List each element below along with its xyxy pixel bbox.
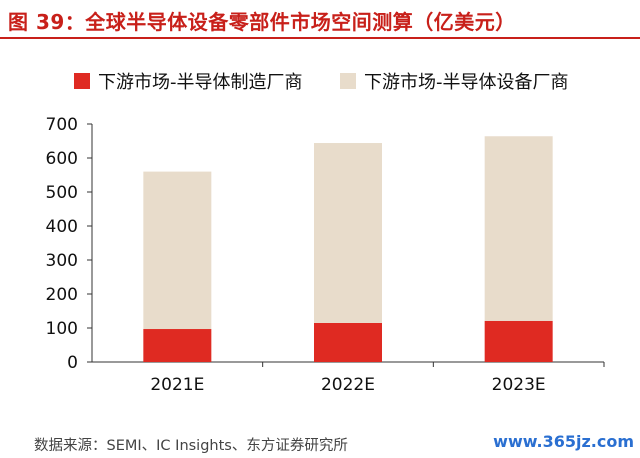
chart-legend: 下游市场-半导体制造厂商 下游市场-半导体设备厂商 xyxy=(0,66,640,96)
legend-item-equipment: 下游市场-半导体设备厂商 xyxy=(340,66,569,96)
stacked-bar-chart: 0 100 200 300 400 500 600 700 2021E 2022E 2023E xyxy=(46,115,605,395)
y-tick-label: 200 xyxy=(46,285,78,305)
legend-swatch-manufacturers xyxy=(74,73,90,89)
bar-segment xyxy=(143,171,212,330)
legend-label-equipment: 下游市场-半导体设备厂商 xyxy=(364,72,569,93)
y-tick-label: 500 xyxy=(46,183,78,203)
source-note: 数据来源：SEMI、IC Insights、东方证券研究所 xyxy=(34,438,348,454)
y-tick-label: 100 xyxy=(46,319,78,339)
legend-item-manufacturers: 下游市场-半导体制造厂商 xyxy=(74,66,303,96)
figure-title: 图 39：全球半导体设备零部件市场空间测算（亿美元） xyxy=(8,10,516,34)
legend-swatch-equipment xyxy=(340,73,356,89)
site-watermark: www.365jz.com xyxy=(493,432,634,451)
bar-segment xyxy=(143,329,212,362)
y-tick-label: 0 xyxy=(67,353,78,373)
legend-label-manufacturers: 下游市场-半导体制造厂商 xyxy=(98,72,303,93)
y-tick-label: 300 xyxy=(46,251,78,271)
y-tick-label: 400 xyxy=(46,217,78,237)
title-divider xyxy=(0,37,640,39)
x-tick-label: 2023E xyxy=(492,375,546,395)
bar-segment xyxy=(314,322,382,362)
x-tick-label: 2021E xyxy=(150,375,204,395)
y-tick-label: 600 xyxy=(46,149,78,169)
bar-segment xyxy=(314,143,382,323)
bar-segment xyxy=(484,320,553,362)
y-tick-label: 700 xyxy=(46,115,78,135)
x-tick-label: 2022E xyxy=(321,375,375,395)
bar-segment xyxy=(484,136,553,321)
